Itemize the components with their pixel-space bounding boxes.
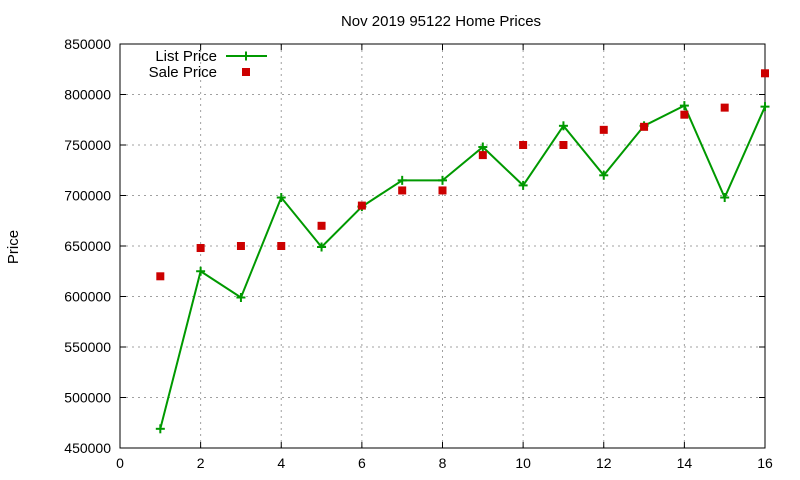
- legend-label: List Price: [155, 48, 217, 65]
- data-point: [720, 193, 730, 203]
- data-point: [277, 242, 286, 250]
- y-tick-label: 800000: [64, 87, 111, 103]
- x-tick-label: 16: [757, 455, 773, 471]
- y-axis-label: Price: [5, 230, 22, 264]
- x-tick-label: 8: [439, 455, 447, 471]
- x-tick-label: 4: [277, 455, 285, 471]
- legend-swatch-marker: [242, 68, 250, 76]
- x-tick-label: 0: [116, 455, 124, 471]
- data-point: [599, 170, 609, 180]
- data-point: [317, 242, 327, 252]
- y-tick-label: 500000: [64, 390, 111, 406]
- data-point: [478, 142, 488, 152]
- y-tick-label: 650000: [64, 238, 111, 254]
- y-tick-label: 850000: [64, 36, 111, 52]
- chart-title: Nov 2019 95122 Home Prices: [341, 13, 541, 30]
- data-point: [236, 242, 245, 250]
- data-point: [559, 141, 568, 149]
- data-point: [680, 110, 689, 119]
- series-layer: [155, 69, 770, 434]
- data-point: [156, 272, 165, 281]
- data-point: [276, 193, 286, 203]
- x-tick-label: 6: [358, 455, 366, 471]
- data-point: [760, 102, 770, 112]
- data-point: [679, 101, 689, 111]
- data-point: [397, 175, 407, 185]
- data-point: [155, 424, 165, 434]
- data-point: [438, 175, 447, 185]
- data-point: [599, 125, 608, 134]
- data-point: [478, 151, 487, 160]
- grid-lines: [120, 44, 765, 448]
- data-point: [518, 180, 528, 190]
- data-point: [558, 121, 568, 131]
- y-tick-label: 450000: [64, 440, 111, 456]
- data-point: [720, 103, 729, 112]
- y-tick-label: 750000: [64, 137, 111, 153]
- series-sale-price: [156, 69, 769, 281]
- y-tick-label: 550000: [64, 339, 111, 355]
- x-tick-label: 12: [596, 455, 612, 471]
- data-point: [519, 141, 528, 149]
- data-point: [196, 244, 205, 253]
- data-point: [398, 186, 407, 195]
- data-point: [317, 221, 326, 230]
- data-point: [196, 266, 206, 276]
- y-tick-label: 600000: [64, 289, 111, 305]
- series-line: [159, 104, 766, 430]
- legend-swatch-marker: [241, 51, 251, 61]
- data-point: [438, 186, 447, 195]
- x-tick-label: 2: [197, 455, 205, 471]
- y-tick-label: 700000: [64, 188, 111, 204]
- series-list-price: [155, 101, 770, 434]
- data-point: [357, 201, 366, 210]
- x-tick-label: 14: [677, 455, 693, 471]
- axis-ticks: 0 2 4 6 8 10 12 14 16 450000 500000 550000 600000 650…: [64, 36, 773, 471]
- legend-label: Sale Price: [149, 64, 217, 81]
- data-point: [640, 122, 649, 131]
- x-tick-label: 10: [515, 455, 531, 471]
- data-point: [236, 293, 246, 303]
- data-point: [761, 69, 769, 78]
